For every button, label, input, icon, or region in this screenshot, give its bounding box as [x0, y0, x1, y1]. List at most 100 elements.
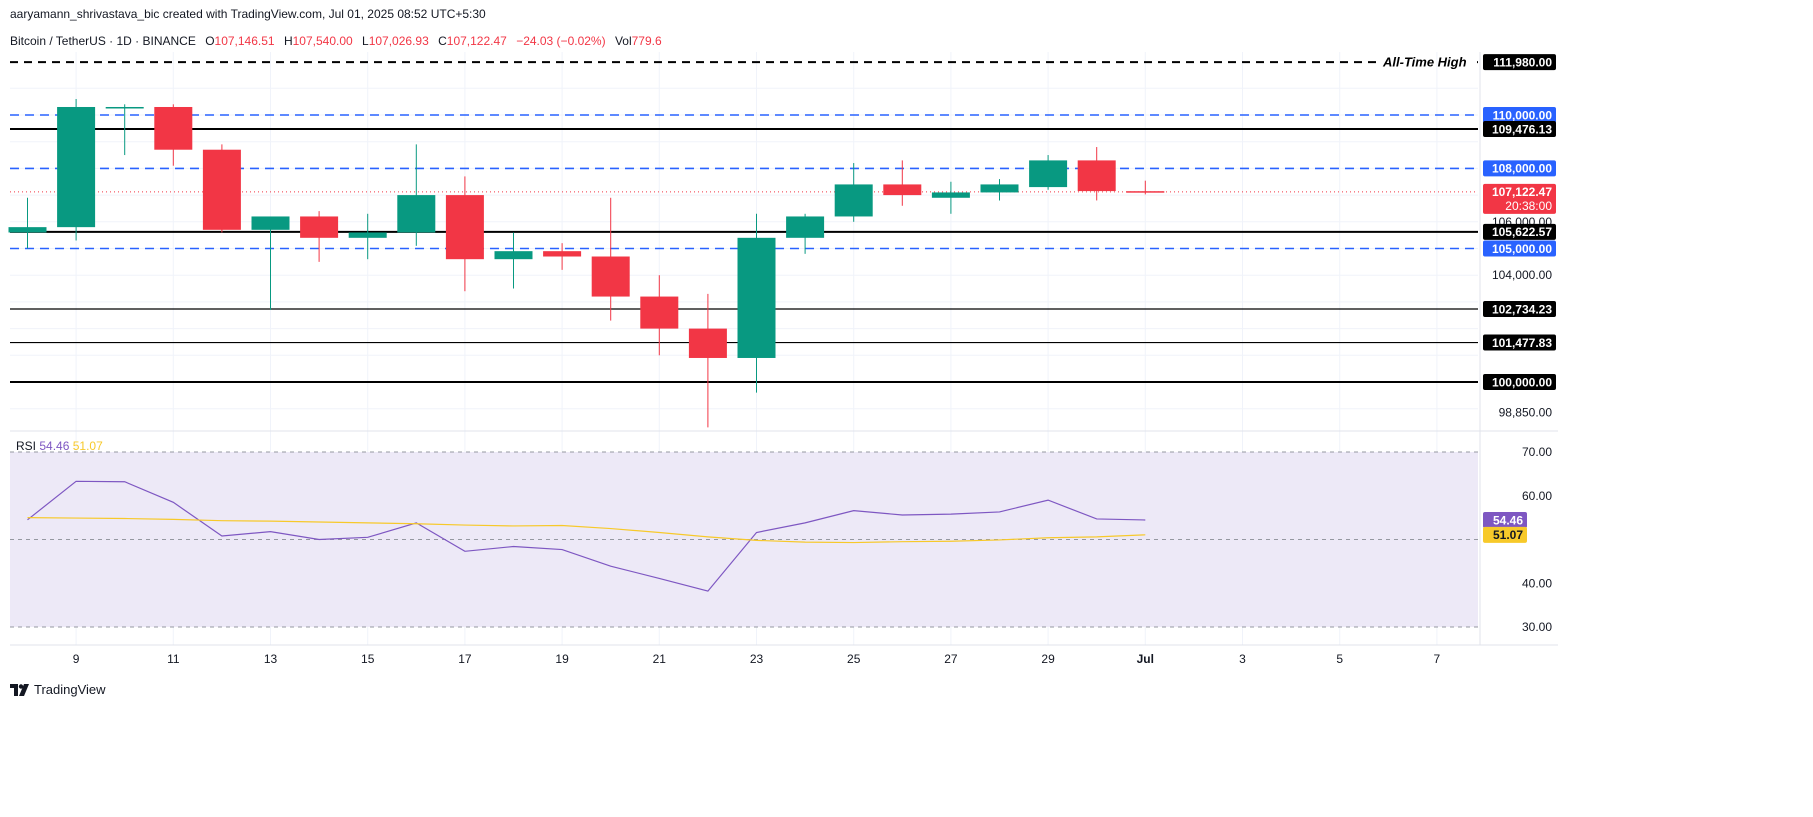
- rsi-axis-tick: 40.00: [1522, 576, 1552, 590]
- candle-body: [8, 227, 47, 233]
- candle-body: [154, 106, 193, 150]
- candle-body: [494, 251, 533, 260]
- candle-body: [980, 184, 1019, 193]
- time-axis-tick: 15: [361, 652, 375, 666]
- price-level-tag: [1483, 223, 1556, 240]
- time-axis-tick: 21: [653, 652, 667, 666]
- candle-body: [105, 106, 144, 109]
- rsi-value-tag: [1483, 511, 1527, 528]
- price-level-tag: [1483, 54, 1556, 71]
- time-axis-tick: 27: [944, 652, 958, 666]
- time-axis-tick: 13: [264, 652, 278, 666]
- price-axis-tick: 98,850.00: [1499, 406, 1553, 420]
- last-price-tag: [1483, 183, 1556, 214]
- close-value: 107,122.47: [446, 34, 507, 48]
- time-axis-tick: 11: [167, 652, 180, 666]
- price-level-label: 111,980.00: [1493, 55, 1552, 69]
- time-axis-tick: 17: [458, 652, 472, 666]
- volume-value: 779.6: [631, 34, 662, 48]
- candle-body: [640, 296, 679, 329]
- candle: [1126, 180, 1165, 195]
- last-price-label: 107,122.47: [1492, 185, 1552, 199]
- candle-body: [543, 251, 582, 257]
- candle: [737, 213, 776, 393]
- symbol-legend[interactable]: Bitcoin / TetherUS · 1D · BINANCE O 107,1…: [10, 34, 662, 48]
- change-value: −24.03 (−0.02%): [516, 34, 606, 48]
- candle: [445, 176, 484, 292]
- price-level-tag: [1483, 240, 1556, 257]
- candle: [348, 213, 387, 260]
- candle-body: [445, 195, 484, 260]
- countdown-label: 20:38:00: [1505, 199, 1552, 213]
- time-axis-tick: 9: [73, 652, 80, 666]
- candle: [1029, 155, 1068, 190]
- candle-body: [834, 184, 873, 217]
- candle-body: [202, 149, 241, 230]
- price-level-tag: [1483, 374, 1556, 390]
- rsi-ma-label: 51.07: [1493, 528, 1523, 542]
- time-axis-tick: 3: [1239, 652, 1246, 666]
- rsi-line: [27, 480, 1146, 592]
- price-level-label: 101,477.83: [1492, 336, 1552, 350]
- candle: [688, 293, 727, 428]
- chart-canvas[interactable]: All-Time High 106,000.00104,000.0098,850…: [0, 0, 1568, 709]
- candle-body: [1029, 160, 1068, 188]
- rsi-axis-tick: 60.00: [1522, 489, 1552, 503]
- candle: [397, 144, 436, 246]
- rsi-axis-tick: 30.00: [1522, 620, 1552, 634]
- candle: [494, 232, 533, 289]
- rsi-legend[interactable]: RSI 54.46 51.07: [16, 439, 103, 453]
- symbol-name[interactable]: Bitcoin / TetherUS · 1D · BINANCE: [10, 34, 196, 48]
- price-axis-tick: 104,000.00: [1492, 268, 1552, 282]
- close-label: C: [438, 34, 447, 48]
- price-level-label: 102,734.23: [1492, 302, 1552, 316]
- candle: [834, 163, 873, 222]
- candle-body: [300, 216, 339, 238]
- candle-body: [397, 195, 436, 233]
- time-axis-tick: 25: [847, 652, 861, 666]
- price-level-label: 109,476.13: [1492, 122, 1552, 136]
- candle-body: [688, 328, 727, 358]
- candle: [300, 211, 339, 262]
- candle: [931, 181, 970, 214]
- time-axis-tick: 5: [1336, 652, 1343, 666]
- high-value: 107,540.00: [292, 34, 353, 48]
- candle: [883, 160, 922, 206]
- low-value: 107,026.93: [368, 34, 429, 48]
- price-level-label: 100,000.00: [1492, 375, 1552, 389]
- candle: [1077, 147, 1116, 201]
- candle-body: [251, 216, 290, 230]
- candle-body: [348, 232, 387, 238]
- candle: [105, 104, 144, 156]
- candle-body: [883, 184, 922, 196]
- rsi-legend-ma: 51.07: [72, 439, 103, 453]
- price-level-label: 105,000.00: [1492, 242, 1552, 256]
- price-level-tag: [1483, 334, 1556, 351]
- candle: [980, 179, 1019, 201]
- candle: [591, 197, 630, 321]
- rsi-ma-tag: [1483, 526, 1527, 543]
- candle: [154, 104, 193, 166]
- time-axis-tick: 7: [1434, 652, 1441, 666]
- rsi-value-label: 54.46: [1493, 513, 1523, 527]
- price-level-tag: [1483, 120, 1556, 137]
- candle: [57, 98, 96, 241]
- time-axis-tick: Jul: [1137, 652, 1154, 666]
- candle: [8, 197, 47, 249]
- candle: [543, 243, 582, 270]
- price-level-tag: [1483, 160, 1556, 177]
- candle-body: [931, 192, 970, 198]
- ath-annotation: All-Time High: [1382, 55, 1467, 70]
- rsi-legend-label: RSI: [16, 439, 37, 453]
- candle: [202, 144, 241, 233]
- time-axis-tick: 23: [750, 652, 764, 666]
- candle-body: [1077, 160, 1116, 192]
- rsi-axis-tick: 70.00: [1522, 445, 1552, 459]
- tradingview-brand[interactable]: TradingView: [10, 682, 106, 697]
- low-label: L: [362, 34, 369, 48]
- chart-frame: All-Time High 106,000.00 104,000.00 98,850…: [0, 0, 1568, 709]
- candle-body: [1126, 191, 1165, 193]
- open-label: O: [205, 34, 215, 48]
- candle-body: [57, 106, 96, 228]
- price-level-label: 105,622.57: [1492, 225, 1552, 239]
